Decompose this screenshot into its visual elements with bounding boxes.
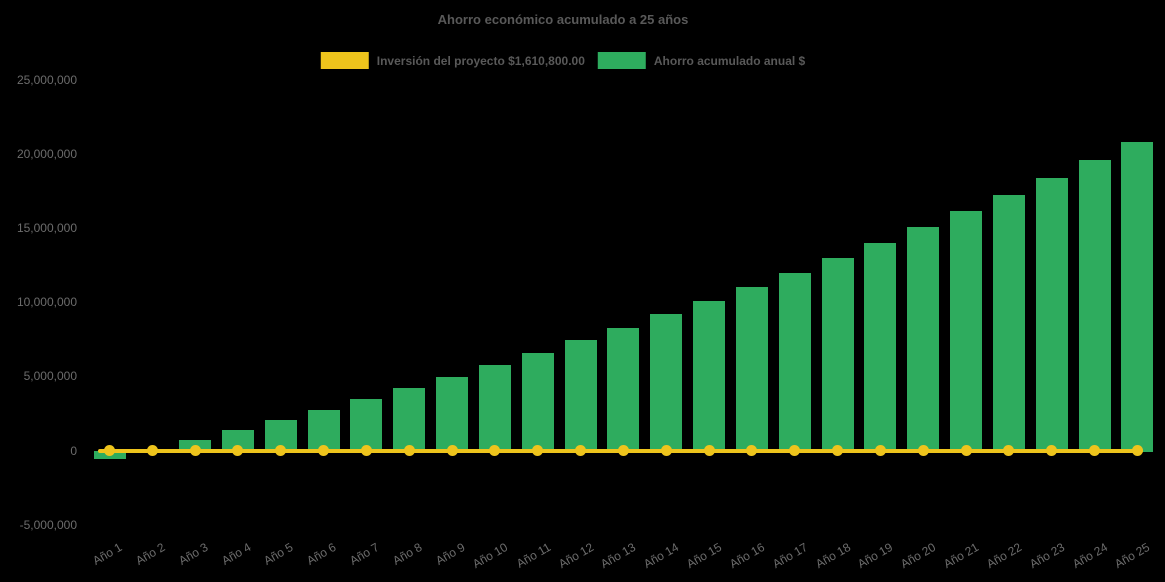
investment-line-marker (917, 445, 929, 456)
investment-line-marker (1089, 445, 1101, 456)
investment-line-marker (532, 445, 544, 456)
bar-año-17 (778, 272, 811, 453)
investment-line-marker (403, 445, 415, 456)
y-axis-tick-label: 15,000,000 (16, 220, 77, 235)
investment-line-marker (1046, 445, 1058, 456)
investment-line-marker (104, 445, 115, 456)
x-axis-tick-label: Año 10 (470, 540, 510, 572)
bar-año-4 (221, 430, 254, 453)
investment-line-marker (617, 445, 629, 456)
x-axis-tick-label: Año 15 (684, 540, 725, 572)
y-axis-tick-label: 20,000,000 (16, 146, 77, 161)
investment-line-marker (575, 445, 587, 456)
x-axis-tick-label: Año 12 (555, 540, 596, 572)
x-axis-tick-label: Año 18 (812, 540, 853, 572)
investment-line-marker (960, 445, 972, 456)
investment-line-marker (703, 445, 715, 456)
x-axis-tick-label: Año 14 (641, 540, 682, 572)
legend-swatch-investment (320, 52, 369, 69)
bar-año-20 (907, 227, 940, 453)
bar-año-11 (521, 352, 554, 453)
legend-label-savings: Ahorro acumulado anual $ (653, 53, 806, 68)
x-axis-tick-label: Año 13 (598, 540, 639, 572)
bar-año-16 (735, 286, 768, 453)
investment-line-marker (660, 445, 672, 456)
x-axis-tick-label: Año 4 (218, 540, 253, 568)
investment-line-marker (146, 445, 158, 456)
investment-line-marker (746, 445, 758, 456)
legend-label-investment: Inversión del proyecto $1,610,800.00 (376, 53, 585, 68)
bar-año-7 (350, 399, 383, 453)
x-axis-tick-label: Año 8 (390, 540, 425, 568)
y-axis-tick-label: 5,000,000 (23, 369, 77, 384)
x-axis-tick-label: Año 25 (1112, 540, 1153, 572)
investment-line-marker (275, 445, 287, 456)
bar-año-19 (864, 242, 897, 453)
investment-line-marker (874, 445, 886, 456)
bar-año-23 (1035, 177, 1068, 453)
investment-line-marker (189, 445, 201, 456)
investment-line-marker (446, 445, 458, 456)
investment-line-marker (360, 445, 372, 456)
x-axis-tick-label: Año 6 (304, 540, 339, 568)
bar-año-21 (950, 211, 983, 453)
bar-año-22 (992, 194, 1025, 453)
x-axis-tick-label: Año 22 (983, 540, 1024, 572)
bar-año-13 (607, 327, 640, 453)
bar-año-14 (650, 314, 683, 453)
investment-line-marker (1131, 445, 1143, 456)
y-axis-tick-label: 25,000,000 (16, 72, 77, 87)
bar-año-9 (436, 376, 469, 453)
x-axis-tick-label: Año 20 (898, 540, 939, 572)
bar-año-18 (821, 257, 854, 453)
investment-line-marker (789, 445, 801, 456)
x-axis-tick-label: Año 16 (727, 540, 767, 572)
y-axis-tick-label: 0 (70, 443, 77, 458)
bar-año-25 (1121, 142, 1154, 453)
y-axis-tick-label: -5,000,000 (19, 517, 77, 532)
bar-año-12 (564, 340, 597, 453)
x-axis-tick-label: Año 5 (261, 540, 296, 568)
legend-swatch-savings (597, 52, 646, 69)
bar-año-15 (693, 300, 726, 453)
x-axis-tick-label: Año 21 (941, 540, 982, 572)
investment-line-marker (232, 445, 244, 456)
chart-title: Ahorro económico acumulado a 25 años (437, 12, 689, 27)
bar-año-10 (478, 364, 511, 453)
bar-año-8 (393, 388, 426, 453)
x-axis-tick-label: Año 23 (1026, 540, 1067, 572)
bar-año-24 (1078, 160, 1111, 453)
x-axis-tick-label: Año 7 (347, 540, 382, 568)
x-axis-tick-label: Año 1 (90, 540, 125, 568)
x-axis-tick-label: Año 9 (432, 540, 468, 568)
investment-line-marker (1003, 445, 1015, 456)
chart-legend: Inversión del proyecto $1,610,800.00 Aho… (320, 52, 806, 69)
investment-line-marker (832, 445, 844, 456)
y-axis-tick-label: 10,000,000 (16, 295, 77, 310)
x-axis-tick-label: Año 3 (176, 540, 211, 568)
legend-item-investment: Inversión del proyecto $1,610,800.00 (320, 52, 585, 69)
investment-line-marker (489, 445, 501, 456)
x-axis-tick-label: Año 2 (133, 540, 168, 568)
x-axis-tick-label: Año 24 (1069, 540, 1110, 572)
legend-item-savings: Ahorro acumulado anual $ (597, 52, 806, 69)
x-axis-tick-label: Año 17 (769, 540, 810, 572)
investment-line-marker (318, 445, 330, 456)
x-axis-tick-label: Año 19 (855, 540, 896, 572)
x-axis-tick-label: Año 11 (513, 540, 553, 571)
